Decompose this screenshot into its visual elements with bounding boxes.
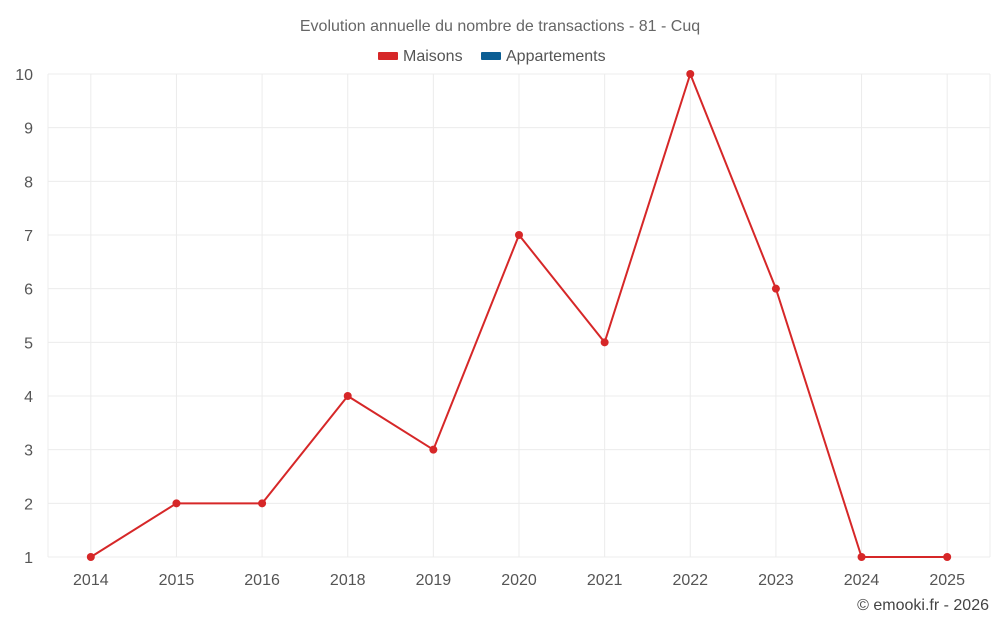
- data-point-maisons[interactable]: [515, 231, 523, 239]
- data-point-maisons[interactable]: [429, 445, 438, 454]
- legend: Maisons Appartements: [378, 48, 606, 65]
- y-tick-label: 6: [24, 282, 33, 299]
- data-point-maisons[interactable]: [686, 70, 695, 78]
- legend-item-maisons[interactable]: Maisons: [378, 48, 463, 65]
- data-point-maisons[interactable]: [771, 284, 780, 293]
- legend-label-appartements: Appartements: [506, 48, 606, 65]
- data-point-maisons[interactable]: [943, 553, 952, 561]
- x-tick-label: 2019: [416, 572, 452, 589]
- x-tick-label: 2016: [244, 572, 280, 589]
- x-tick-label: 2014: [73, 572, 109, 589]
- x-tick-label: 2020: [501, 572, 537, 589]
- legend-swatch-maisons: [378, 52, 398, 60]
- y-tick-label: 4: [24, 389, 33, 406]
- data-point-maisons[interactable]: [258, 499, 267, 508]
- y-tick-label: 3: [24, 443, 33, 460]
- x-tick-label: 2023: [758, 572, 794, 589]
- y-axis: 1 2 3 4 5 6 7 8 9 10: [15, 67, 33, 567]
- legend-swatch-appartements: [481, 52, 501, 60]
- y-tick-label: 2: [24, 496, 33, 513]
- data-point-maisons[interactable]: [343, 392, 352, 400]
- y-tick-label: 5: [24, 335, 33, 352]
- data-point-maisons[interactable]: [600, 338, 609, 347]
- y-tick-label: 10: [15, 67, 33, 84]
- legend-item-appartements[interactable]: Appartements: [481, 48, 606, 65]
- credit-text: © emooki.fr - 2026: [857, 597, 989, 614]
- x-tick-label: 2021: [587, 572, 623, 589]
- y-tick-label: 8: [24, 174, 33, 191]
- data-point-maisons[interactable]: [86, 553, 95, 561]
- y-tick-label: 1: [24, 550, 33, 567]
- y-tick-label: 7: [24, 228, 33, 245]
- data-point-maisons[interactable]: [172, 499, 181, 508]
- x-axis: 2014 2015 2016 2018 2019 2020 2021 2022 2023 2024…: [73, 572, 965, 589]
- x-tick-label: 2025: [929, 572, 965, 589]
- chart-title: Evolution annuelle du nombre de transact…: [300, 18, 700, 35]
- x-tick-label: 2015: [159, 572, 195, 589]
- y-tick-label: 9: [24, 121, 33, 138]
- series-maisons: [86, 70, 952, 561]
- x-tick-label: 2022: [672, 572, 708, 589]
- x-tick-label: 2024: [844, 572, 880, 589]
- x-tick-label: 2018: [330, 572, 366, 589]
- grid: [47, 73, 991, 558]
- legend-label-maisons: Maisons: [403, 48, 463, 65]
- data-point-maisons[interactable]: [857, 553, 866, 561]
